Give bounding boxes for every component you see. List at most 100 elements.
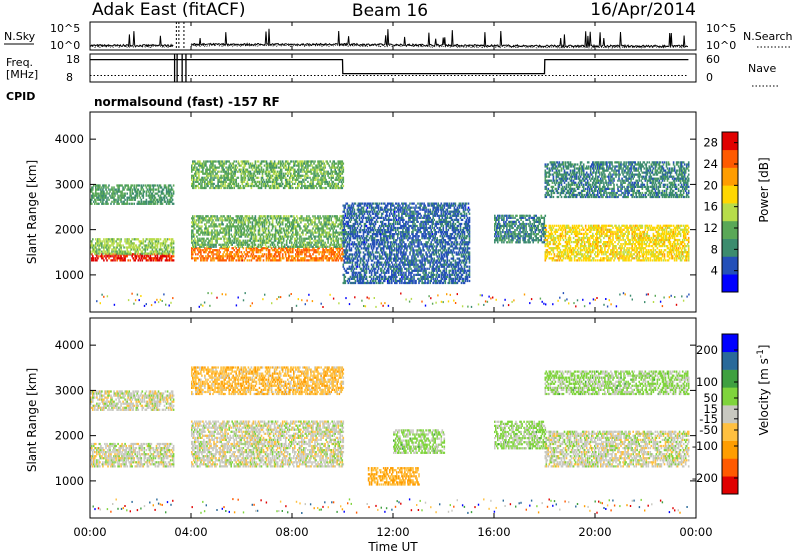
range-cell xyxy=(165,244,167,246)
range-cell xyxy=(131,191,133,193)
range-cell xyxy=(204,257,206,259)
range-cell xyxy=(106,191,108,193)
range-cell xyxy=(206,249,208,251)
range-cell xyxy=(114,259,116,261)
range-cell xyxy=(271,255,273,257)
range-cell xyxy=(107,255,109,257)
range-cell xyxy=(224,255,226,257)
range-cell xyxy=(250,255,252,257)
range-cell xyxy=(342,251,344,253)
range-cell xyxy=(299,249,301,251)
range-cell xyxy=(120,246,122,248)
range-cell xyxy=(211,253,213,255)
range-cell xyxy=(106,259,108,261)
range-cell xyxy=(146,199,148,201)
range-cell xyxy=(322,259,324,261)
range-cell xyxy=(127,186,129,188)
range-cell xyxy=(171,244,173,246)
range-cell xyxy=(192,251,194,253)
range-cell xyxy=(104,255,106,257)
range-cell xyxy=(98,246,100,248)
freq-lines xyxy=(90,54,688,82)
range-cell xyxy=(237,251,239,253)
range-cell xyxy=(228,259,230,261)
range-cell xyxy=(192,232,194,234)
range-cell xyxy=(126,193,128,195)
range-cell xyxy=(169,193,171,195)
freq-line xyxy=(90,60,688,74)
range-cell xyxy=(340,255,342,257)
range-cell xyxy=(167,199,169,201)
range-cell xyxy=(201,259,203,261)
range-cell xyxy=(140,259,142,261)
range-cell xyxy=(331,257,333,259)
range-cell xyxy=(100,201,102,203)
range-cell xyxy=(207,257,209,259)
range-cell xyxy=(95,238,97,240)
freq-panel-frame xyxy=(90,54,696,82)
range-cell xyxy=(246,249,248,251)
range-cell xyxy=(96,251,98,253)
range-cell xyxy=(171,201,173,203)
range-cell xyxy=(241,255,243,257)
range-cell xyxy=(192,242,194,244)
range-cell xyxy=(92,255,94,257)
range-cell xyxy=(123,189,125,191)
range-cell xyxy=(137,193,139,195)
range-cell xyxy=(118,186,120,188)
range-cell xyxy=(128,238,130,240)
range-cell xyxy=(152,193,154,195)
range-cell xyxy=(96,255,98,257)
range-cell xyxy=(288,257,290,259)
range-cell xyxy=(150,255,152,257)
range-cell xyxy=(241,251,243,253)
range-cell xyxy=(95,257,97,259)
range-cell xyxy=(117,255,119,257)
range-cell xyxy=(129,191,131,193)
noise-right-tick-bottom: 10^0 xyxy=(706,39,736,52)
range-cell xyxy=(129,189,131,191)
range-cell xyxy=(103,238,105,240)
range-cell xyxy=(114,257,116,259)
range-cell xyxy=(321,253,323,255)
range-cell xyxy=(231,251,233,253)
range-cell xyxy=(165,238,167,240)
range-cell xyxy=(150,184,152,186)
range-cell xyxy=(260,251,262,253)
range-cell xyxy=(148,246,150,248)
range-cell xyxy=(162,191,164,193)
range-cell xyxy=(195,221,197,223)
range-cell xyxy=(293,259,295,261)
range-cell xyxy=(200,251,202,253)
range-cell xyxy=(95,246,97,248)
range-cell xyxy=(197,238,199,240)
range-cell xyxy=(124,259,126,261)
range-cell xyxy=(239,257,241,259)
range-cell xyxy=(163,193,165,195)
range-cell xyxy=(194,249,196,251)
range-cell xyxy=(171,257,173,259)
range-cell xyxy=(298,253,300,255)
range-cell xyxy=(143,238,145,240)
range-cell xyxy=(337,255,339,257)
range-cell xyxy=(128,242,130,244)
range-cell xyxy=(109,191,111,193)
range-cell xyxy=(209,249,211,251)
range-cell xyxy=(105,189,107,191)
range-cell xyxy=(322,257,324,259)
range-cell xyxy=(336,253,338,255)
range-cell xyxy=(194,219,196,221)
range-cell xyxy=(238,253,240,255)
range-cell xyxy=(120,199,122,201)
range-cell xyxy=(298,255,300,257)
range-cell xyxy=(165,251,167,253)
range-cell xyxy=(149,244,151,246)
range-cell xyxy=(114,195,116,197)
range-cell xyxy=(153,259,155,261)
range-cell xyxy=(107,253,109,255)
range-cell xyxy=(233,257,235,259)
range-cell xyxy=(143,240,145,242)
range-cell xyxy=(165,242,167,244)
range-cell xyxy=(166,189,168,191)
range-cell xyxy=(334,255,336,257)
